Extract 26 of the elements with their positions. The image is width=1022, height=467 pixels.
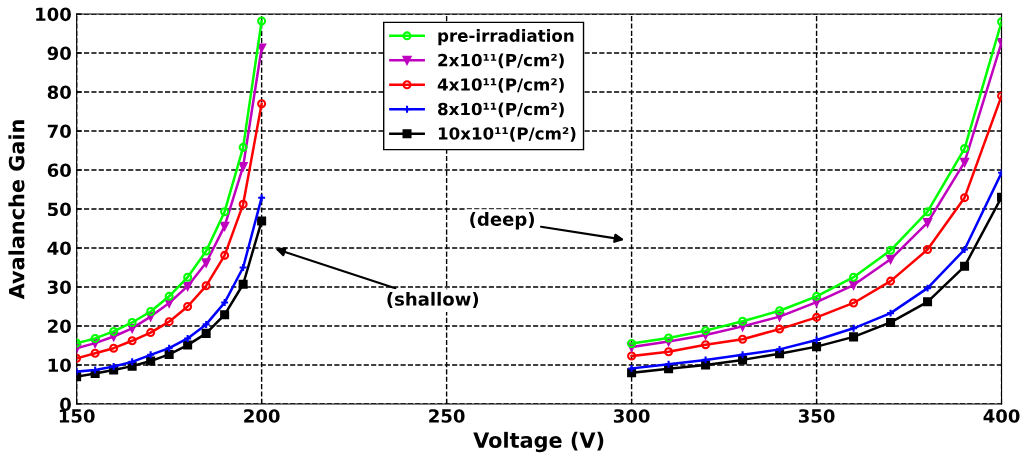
legend-label: 4x10¹¹(P/cm²): [437, 77, 564, 93]
y-tick-label: 50: [48, 202, 71, 217]
legend-label: 10x10¹¹(P/cm²): [438, 126, 576, 142]
annotation: (deep): [470, 211, 534, 230]
x-tick-label: 200: [244, 409, 280, 423]
x-tick-label: 250: [429, 409, 465, 423]
y-tick-label: 100: [36, 7, 71, 22]
y-tick-label: 80: [47, 85, 71, 100]
x-tick-label: 400: [983, 409, 1020, 423]
y-tick-label: 60: [47, 163, 71, 178]
y-tick-label: 70: [47, 124, 71, 139]
y-tick-label: 20: [48, 319, 71, 334]
y-tick-label: 10: [48, 358, 71, 373]
x-tick-label: 350: [798, 409, 835, 423]
y-tick-label: 0: [60, 397, 71, 412]
legend-label: pre-irradiation: [438, 29, 574, 46]
annotation: (shallow): [387, 291, 479, 308]
y-tick-label: 30: [47, 280, 71, 295]
y-tick-label: 90: [47, 46, 71, 61]
x-tick-label: 300: [613, 409, 650, 423]
y-axis-title: Avalanche Gain: [8, 120, 25, 300]
x-tick-label: 150: [59, 409, 95, 423]
legend-label: 2x10¹¹(P/cm²): [438, 53, 564, 69]
y-tick-label: 40: [47, 241, 71, 256]
legend-label: 8x10¹¹(P/cm²): [438, 102, 564, 118]
x-axis-title: Voltage (V): [473, 431, 604, 453]
